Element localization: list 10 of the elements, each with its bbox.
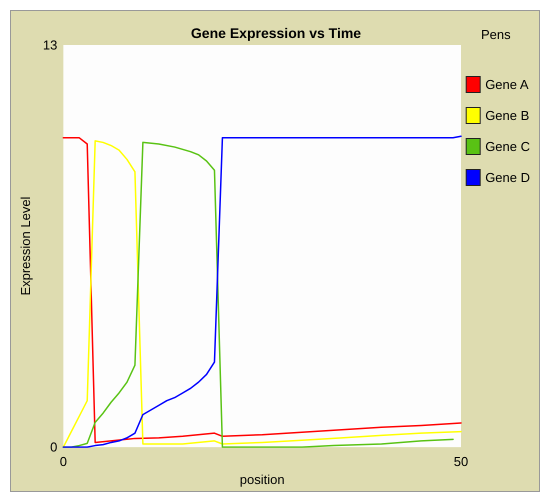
legend-label: Gene D (485, 170, 530, 185)
chart-title: Gene Expression vs Time (190, 25, 362, 41)
x-tick-label: 50 (454, 454, 468, 470)
x-axis-title: position (240, 472, 285, 487)
y-axis-title: Expression Level (18, 196, 33, 296)
legend-label: Gene A (485, 77, 529, 92)
legend-title: Pens (481, 27, 512, 42)
y-tick-label: 13 (42, 38, 58, 52)
legend-label: Gene C (485, 139, 530, 154)
legend-label: Gene B (485, 108, 530, 123)
